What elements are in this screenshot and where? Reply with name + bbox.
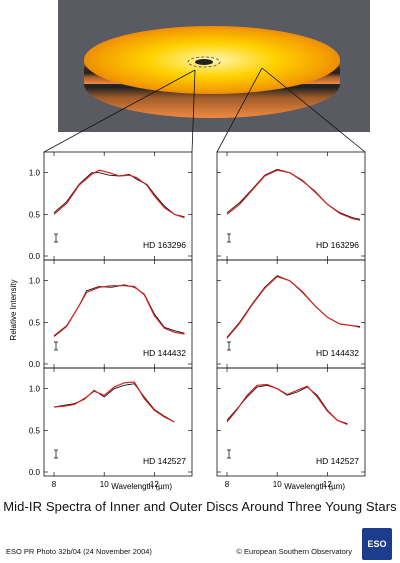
observed-spectrum-line [226,384,348,425]
y-tick-label: 0.5 [29,210,41,219]
x-tick-label: 12 [150,480,159,489]
spectrum-panel-inner-3: 0.0 0.5 1.0 8 10 12 HD 142527 [29,367,193,489]
y-tick-label: 1.0 [29,385,41,394]
spectrum-panel-outer-2: HD 144432 [216,259,366,369]
star-name-label: HD 144432 [143,348,186,358]
star-name-label: HD 144432 [316,348,359,358]
star-name-label: HD 163296 [143,240,186,250]
panel-frame [43,367,193,477]
figure-caption: Mid-IR Spectra of Inner and Outer Discs … [3,499,397,514]
zoom-line [216,67,263,153]
axis-labels: Relative Intensity Wavelength (µm) Wavelen… [9,280,345,491]
model-fit-line [226,275,361,339]
spectrum-panel-inner-1: 0.0 0.5 1.0 HD 163296 [29,151,193,261]
star-name-label: HD 163296 [316,240,359,250]
y-tick-label: 1.0 [29,277,41,286]
x-axis-label: Wavelength (µm) [111,482,172,491]
x-tick-label: 8 [52,480,57,489]
spectrum-panel-outer-3: 8 10 12 HD 142527 [216,367,366,489]
x-tick-label: 10 [273,480,282,489]
photo-credit: ESO PR Photo 32b/04 (24 November 2004) [6,547,152,556]
eso-logo: ESO [362,528,392,560]
observed-spectrum-line [53,172,185,218]
zoom-line [261,67,366,153]
x-tick-label: 8 [225,480,230,489]
spectrum-panel-outer-1: HD 163296 [216,151,366,261]
y-tick-label: 0.0 [29,468,41,477]
model-fit-line [226,383,348,426]
panel-frame [216,367,366,477]
central-star-gap [195,59,213,65]
y-tick-label: 1.0 [29,169,41,178]
star-name-label: HD 142527 [143,456,186,466]
disc-illustration [58,0,370,132]
x-tick-label: 10 [100,480,109,489]
zoom-line [191,69,196,153]
y-tick-label: 0.0 [29,360,41,369]
zoom-line [43,69,196,153]
observed-spectrum-line [226,168,361,220]
spectrum-panel-inner-2: 0.0 0.5 1.0 HD 144432 [29,259,193,369]
star-name-label: HD 142527 [316,456,359,466]
copyright-notice: © European Southern Observatory [236,547,352,556]
observed-spectrum-line [53,383,175,423]
y-tick-label: 0.5 [29,318,41,327]
model-fit-line [53,285,185,337]
y-tick-label: 0.0 [29,252,41,261]
x-tick-label: 12 [323,480,332,489]
model-fit-line [226,169,361,221]
observed-spectrum-line [226,275,361,338]
y-axis-label: Relative Intensity [9,280,18,341]
model-fit-line [53,381,175,423]
zoom-lines [43,67,366,153]
y-tick-label: 0.5 [29,426,41,435]
x-axis-label: Wavelength (µm) [284,482,345,491]
spectra-panels: 0.0 0.5 1.0 HD 163296 HD 163296 0.0 0.5 1.0 HD 1… [29,151,366,489]
model-fit-line [53,169,185,219]
